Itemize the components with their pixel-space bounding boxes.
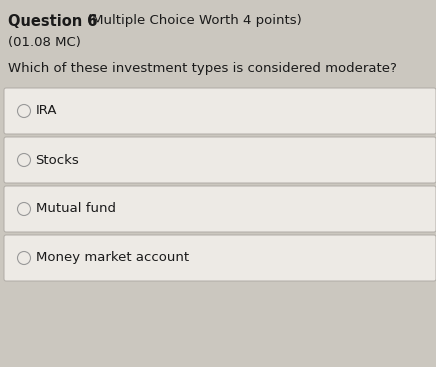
Text: Question 6: Question 6: [8, 14, 98, 29]
Text: Which of these investment types is considered moderate?: Which of these investment types is consi…: [8, 62, 397, 75]
Text: Mutual fund: Mutual fund: [35, 203, 116, 215]
Text: IRA: IRA: [35, 105, 57, 117]
FancyBboxPatch shape: [4, 186, 436, 232]
Text: Stocks: Stocks: [35, 153, 79, 167]
FancyBboxPatch shape: [4, 137, 436, 183]
Text: Money market account: Money market account: [35, 251, 189, 265]
FancyBboxPatch shape: [4, 88, 436, 134]
Text: (01.08 MC): (01.08 MC): [8, 36, 81, 49]
FancyBboxPatch shape: [4, 235, 436, 281]
Text: (Multiple Choice Worth 4 points): (Multiple Choice Worth 4 points): [87, 14, 302, 27]
